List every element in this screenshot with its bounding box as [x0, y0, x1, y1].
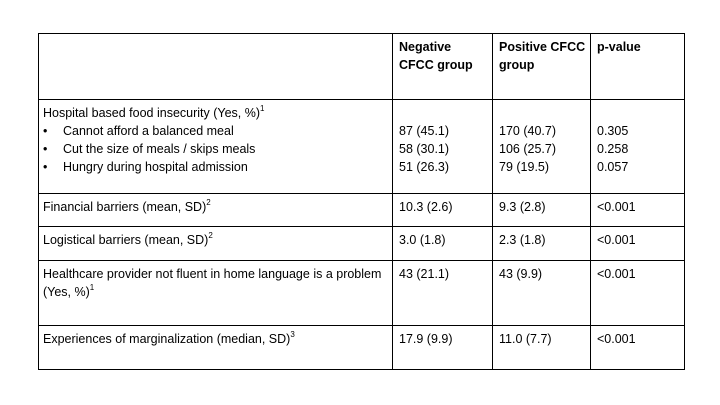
value: 87 (45.1): [399, 124, 450, 138]
value: 170 (40.7): [499, 124, 556, 138]
table-row: Financial barriers (mean, SD)2 10.3 (2.6)…: [38, 193, 685, 227]
table-row: Experiences of marginalization (median, …: [38, 325, 685, 370]
value-cell: 43 (9.9): [492, 260, 591, 326]
label-cell: Financial barriers (mean, SD)2: [38, 193, 393, 227]
value-cell: 87 (45.1) 58 (30.1) 51 (26.3): [392, 99, 493, 194]
value-cell: 11.0 (7.7): [492, 325, 591, 370]
spacer: [499, 104, 586, 122]
value-cell: 17.9 (9.9): [392, 325, 493, 370]
value-cell: 0.305 0.258 0.057: [590, 99, 685, 194]
value: 51 (26.3): [399, 160, 450, 174]
table-body: Hospital based food insecurity (Yes, %)1…: [38, 99, 685, 370]
value-cell: 3.0 (1.8): [392, 226, 493, 261]
value: 0.258: [597, 142, 629, 156]
value: 0.305: [597, 124, 629, 138]
results-table: Negative CFCC group Positive CFCC group p-…: [38, 33, 685, 370]
label-text: Financial barriers (mean, SD): [43, 200, 207, 214]
row-label: Experiences of marginalization (median, …: [43, 330, 388, 348]
spacer: [597, 104, 680, 122]
value: 0.057: [597, 160, 629, 174]
row-label: Hospital based food insecurity (Yes, %)1: [43, 104, 388, 122]
row-label: Financial barriers (mean, SD)2: [43, 198, 388, 216]
value: 106 (25.7): [499, 142, 556, 156]
label-cell: Healthcare provider not fluent in home l…: [38, 260, 393, 326]
table-row: Healthcare provider not fluent in home l…: [38, 260, 685, 326]
row-label: Healthcare provider not fluent in home l…: [43, 265, 388, 301]
value: 79 (19.5): [499, 160, 550, 174]
value-cell: <0.001: [590, 226, 685, 261]
label-text: Healthcare provider not fluent in home l…: [43, 267, 382, 299]
value: 58 (30.1): [399, 142, 450, 156]
column-header: p-value: [590, 33, 685, 100]
header-cell: [38, 33, 393, 100]
footnote-ref: 1: [260, 104, 265, 113]
table-row: Logistical barriers (mean, SD)2 3.0 (1.8)…: [38, 226, 685, 261]
column-header: Positive CFCC group: [492, 33, 591, 100]
value-cell: 170 (40.7) 106 (25.7) 79 (19.5): [492, 99, 591, 194]
label-text: Hospital based food insecurity (Yes, %): [43, 106, 261, 120]
row-label: Logistical barriers (mean, SD)2: [43, 231, 388, 249]
list-item: Hungry during hospital admission: [43, 158, 388, 176]
label-cell: Experiences of marginalization (median, …: [38, 325, 393, 370]
spacer: [399, 104, 488, 122]
footnote-ref: 2: [206, 198, 211, 207]
list-item: Cut the size of meals / skips meals: [43, 140, 388, 158]
label-cell: Hospital based food insecurity (Yes, %)1…: [38, 99, 393, 194]
value-cell: 9.3 (2.8): [492, 193, 591, 227]
label-text: Logistical barriers (mean, SD): [43, 233, 209, 247]
column-header: Negative CFCC group: [392, 33, 493, 100]
header-row: Negative CFCC group Positive CFCC group p-…: [38, 33, 685, 100]
value-cell: 43 (21.1): [392, 260, 493, 326]
footnote-ref: 2: [208, 231, 213, 240]
value-cell: 2.3 (1.8): [492, 226, 591, 261]
table-row: Hospital based food insecurity (Yes, %)1…: [38, 99, 685, 194]
list-item: Cannot afford a balanced meal: [43, 122, 388, 140]
value-cell: <0.001: [590, 260, 685, 326]
value-cell: <0.001: [590, 325, 685, 370]
label-cell: Logistical barriers (mean, SD)2: [38, 226, 393, 261]
footnote-ref: 1: [89, 283, 95, 292]
value-cell: <0.001: [590, 193, 685, 227]
label-text: Experiences of marginalization (median, …: [43, 332, 291, 346]
value-cell: 10.3 (2.6): [392, 193, 493, 227]
footnote-ref: 3: [290, 330, 295, 339]
